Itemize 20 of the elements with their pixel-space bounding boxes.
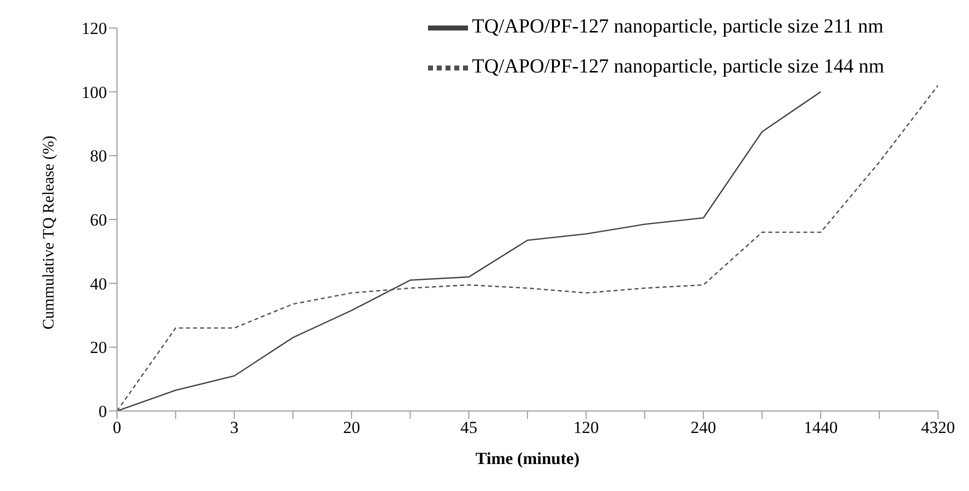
- x-tick-label: 240: [690, 418, 716, 438]
- y-tick-label: 120: [82, 19, 107, 38]
- x-tick-label: 45: [460, 418, 478, 438]
- y-tick-label: 100: [82, 82, 107, 102]
- x-tick-label: 20: [343, 418, 360, 438]
- x-tick-label: 3: [230, 418, 239, 438]
- y-axis-title: Cummulative TQ Release (%): [40, 136, 58, 330]
- y-tick-label: 40: [90, 274, 107, 294]
- legend-label: TQ/APO/PF-127 nanoparticle, particle size 211 nm: [472, 16, 884, 38]
- y-tick-label: 0: [98, 402, 107, 422]
- x-tick-label: 1440: [804, 418, 838, 438]
- line-series: [117, 91, 822, 411]
- legend-label: TQ/APO/PF-127 nanoparticle, particle size 144 nm: [472, 56, 884, 78]
- y-tick-label: 20: [90, 338, 107, 358]
- x-tick-label: 0: [112, 418, 122, 438]
- x-tick-label: 4320: [921, 418, 955, 438]
- x-tick-label: 120: [573, 418, 599, 438]
- x-axis-title: Time (minute): [475, 449, 580, 468]
- y-tick-label: 60: [90, 210, 107, 230]
- y-tick-label: 80: [90, 146, 107, 166]
